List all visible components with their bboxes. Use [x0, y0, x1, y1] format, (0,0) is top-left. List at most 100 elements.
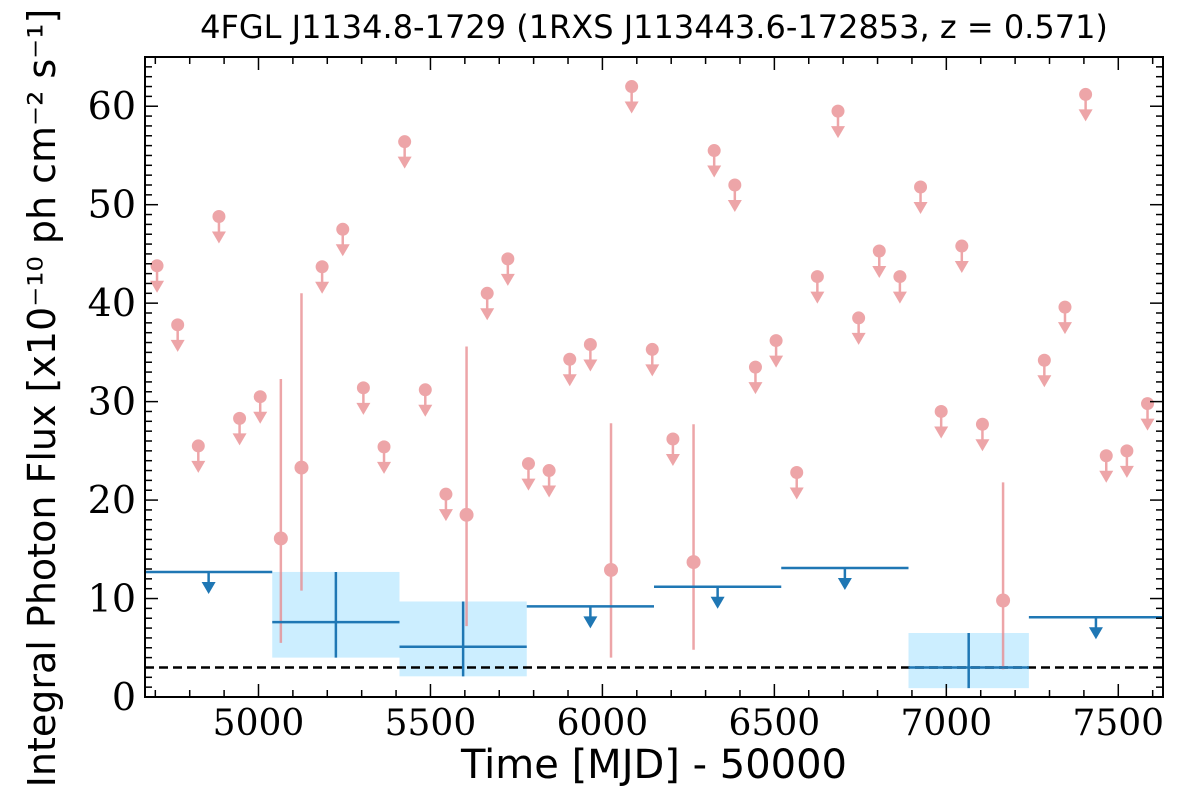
short-bin-upper-limit: [356, 381, 371, 415]
y-tick-label: 60: [88, 84, 136, 128]
short-bin-upper-limit: [315, 260, 330, 294]
upper-limit-marker: [728, 178, 742, 192]
short-bin-upper-limit: [934, 404, 949, 439]
short-bin-upper-limit: [211, 210, 226, 244]
short-bin-upper-limit: [253, 390, 268, 424]
upper-limit-marker: [707, 144, 721, 158]
upper-limit-arrowhead: [810, 291, 825, 304]
upper-limit-marker: [253, 390, 267, 404]
y-tick-label: 10: [88, 577, 136, 621]
upper-limit-arrowhead: [438, 509, 453, 522]
upper-limit-arrowhead: [624, 101, 639, 114]
long-bin-upper-limit: [526, 605, 654, 629]
upper-limit-arrowhead: [191, 460, 206, 473]
upper-limit-arrowhead: [851, 332, 866, 345]
short-bin-detection: [686, 424, 701, 650]
upper-limit-arrowhead: [1057, 322, 1072, 335]
detection-marker: [273, 531, 288, 546]
upper-limit-marker: [625, 80, 639, 94]
short-bin-upper-limit: [645, 342, 660, 377]
upper-limit-marker: [398, 135, 412, 149]
long-bin-upper-limit: [145, 570, 273, 594]
upper-limit-arrowhead: [1078, 109, 1093, 122]
upper-limit-arrowhead: [830, 126, 845, 139]
upper-limit-arrowhead: [418, 404, 433, 417]
short-bin-upper-limit: [583, 338, 598, 372]
upper-limit-marker: [336, 222, 350, 236]
y-tick-label: 40: [88, 281, 136, 325]
short-bin-upper-limit: [830, 104, 845, 139]
upper-limit-marker: [1058, 300, 1072, 314]
upper-limit-marker: [666, 432, 680, 446]
upper-limit-arrowhead: [665, 454, 680, 467]
short-bin-upper-limit: [1140, 397, 1155, 431]
y-tick-label: 0: [112, 675, 136, 719]
tick-labels: 5000 5500 6000 6500 7000 7500 0 10 20 30 40 50 60: [88, 84, 1164, 744]
short-bin-upper-limit: [748, 360, 763, 395]
upper-limit-arrowhead: [748, 382, 763, 395]
upper-limit-arrowhead: [727, 200, 742, 212]
upper-limit-marker: [1037, 353, 1051, 367]
short-bin-upper-limit: [892, 270, 907, 304]
detection-marker: [686, 555, 701, 570]
x-tick-label: 6000: [557, 703, 649, 744]
short-bin-upper-limit: [377, 440, 392, 474]
upper-limit-arrowhead: [1037, 375, 1052, 388]
upper-limit-arrowhead: [769, 355, 784, 368]
short-bin-upper-limit: [872, 244, 887, 278]
upper-limit-marker: [872, 244, 886, 258]
short-bin-upper-limit: [1057, 300, 1072, 335]
short-bin-upper-limit: [1037, 353, 1052, 388]
upper-limit-arrowhead: [975, 439, 990, 452]
short-bin-upper-limit: [665, 432, 680, 467]
upper-limit-marker: [1141, 397, 1155, 411]
chart-title: 4FGL J1134.8-1729 (1RXS J113443.6-172853…: [200, 8, 1108, 46]
short-bin-upper-limit: [191, 439, 206, 473]
short-bin-upper-limit: [150, 259, 165, 293]
upper-limit-marker: [1079, 87, 1093, 101]
upper-limit-marker: [790, 466, 804, 480]
short-bin-upper-limit: [480, 286, 495, 321]
upper-limit-marker: [769, 334, 783, 348]
upper-limit-marker: [542, 464, 556, 478]
upper-limit-arrowhead: [315, 281, 330, 294]
upper-limit-marker: [418, 383, 432, 397]
upper-limit-arrowhead: [232, 433, 247, 446]
x-tick-label: 6500: [729, 703, 821, 744]
upper-limit-marker: [563, 352, 577, 366]
long-bin-detection: [399, 601, 527, 677]
upper-limit-marker: [501, 252, 515, 266]
short-bin-upper-limit: [727, 178, 742, 212]
short-bin-upper-limit: [397, 135, 412, 169]
upper-limit-arrowhead: [934, 426, 949, 439]
short-bin-upper-limit: [975, 417, 990, 452]
upper-limit-arrowhead: [645, 364, 660, 377]
upper-limit-marker: [191, 439, 205, 453]
upper-limit-arrowhead: [356, 402, 371, 415]
upper-limit-marker: [1120, 444, 1134, 458]
upper-limit-marker: [645, 342, 659, 356]
upper-limit-arrowhead: [335, 244, 350, 257]
upper-limit-marker: [934, 404, 948, 418]
long-bin-upper-limit-arrowhead: [201, 581, 216, 594]
upper-limit-arrowhead: [480, 308, 495, 321]
upper-limit-arrowhead: [521, 478, 536, 491]
short-bin-upper-limit: [562, 352, 577, 387]
long-bin-upper-limit-arrowhead: [583, 616, 598, 629]
short-bin-upper-limit: [1099, 449, 1114, 483]
short-bin-upper-limit: [769, 334, 784, 368]
upper-limit-marker: [480, 286, 494, 300]
short-bin-upper-limit: [624, 80, 639, 114]
short-bin-upper-limit: [789, 466, 804, 500]
upper-limit-marker: [583, 338, 597, 352]
long-bin-upper-limit-arrowhead: [837, 578, 852, 591]
upper-limit-marker: [171, 318, 185, 332]
short-bin-upper-limit: [851, 311, 866, 345]
short-bin-detection: [604, 423, 619, 658]
upper-limit-arrowhead: [707, 165, 722, 178]
upper-limit-arrowhead: [1119, 465, 1134, 478]
short-bin-upper-limit: [1078, 87, 1093, 122]
short-bin-upper-limit: [521, 457, 536, 491]
short-bin-upper-limit: [1119, 444, 1134, 478]
